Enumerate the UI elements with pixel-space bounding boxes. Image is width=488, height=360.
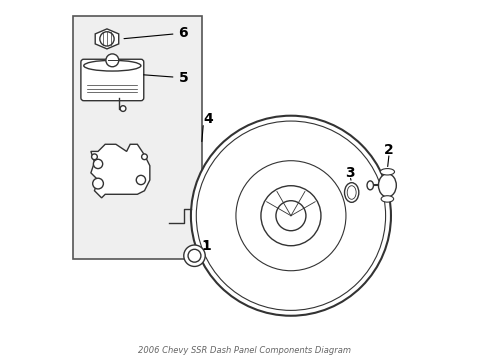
Text: 4: 4 <box>203 112 213 126</box>
FancyBboxPatch shape <box>364 258 377 266</box>
Circle shape <box>196 121 385 310</box>
Ellipse shape <box>378 174 395 197</box>
Ellipse shape <box>380 168 394 175</box>
Ellipse shape <box>380 196 393 202</box>
Circle shape <box>93 159 102 168</box>
Text: 3: 3 <box>345 166 354 180</box>
Text: 5: 5 <box>143 71 188 85</box>
Circle shape <box>188 249 201 262</box>
Ellipse shape <box>344 183 358 202</box>
FancyBboxPatch shape <box>73 16 201 258</box>
FancyBboxPatch shape <box>364 165 377 173</box>
Circle shape <box>183 245 205 266</box>
Circle shape <box>136 175 145 185</box>
Polygon shape <box>95 29 119 49</box>
Circle shape <box>120 106 125 111</box>
Text: 2: 2 <box>384 143 393 157</box>
Circle shape <box>93 178 103 189</box>
FancyBboxPatch shape <box>203 165 217 173</box>
Circle shape <box>190 116 390 316</box>
Circle shape <box>91 154 97 159</box>
Circle shape <box>275 201 305 231</box>
Circle shape <box>106 54 119 67</box>
Ellipse shape <box>366 181 373 190</box>
FancyBboxPatch shape <box>203 258 217 266</box>
Circle shape <box>235 161 345 271</box>
FancyBboxPatch shape <box>81 59 143 101</box>
Circle shape <box>100 32 114 46</box>
Text: 1: 1 <box>201 239 211 253</box>
Circle shape <box>142 154 147 159</box>
Ellipse shape <box>83 60 141 71</box>
Circle shape <box>261 186 320 246</box>
Text: 6: 6 <box>124 26 188 40</box>
Ellipse shape <box>346 186 355 199</box>
Polygon shape <box>91 144 149 198</box>
Text: 2006 Chevy SSR Dash Panel Components Diagram: 2006 Chevy SSR Dash Panel Components Dia… <box>138 346 350 355</box>
